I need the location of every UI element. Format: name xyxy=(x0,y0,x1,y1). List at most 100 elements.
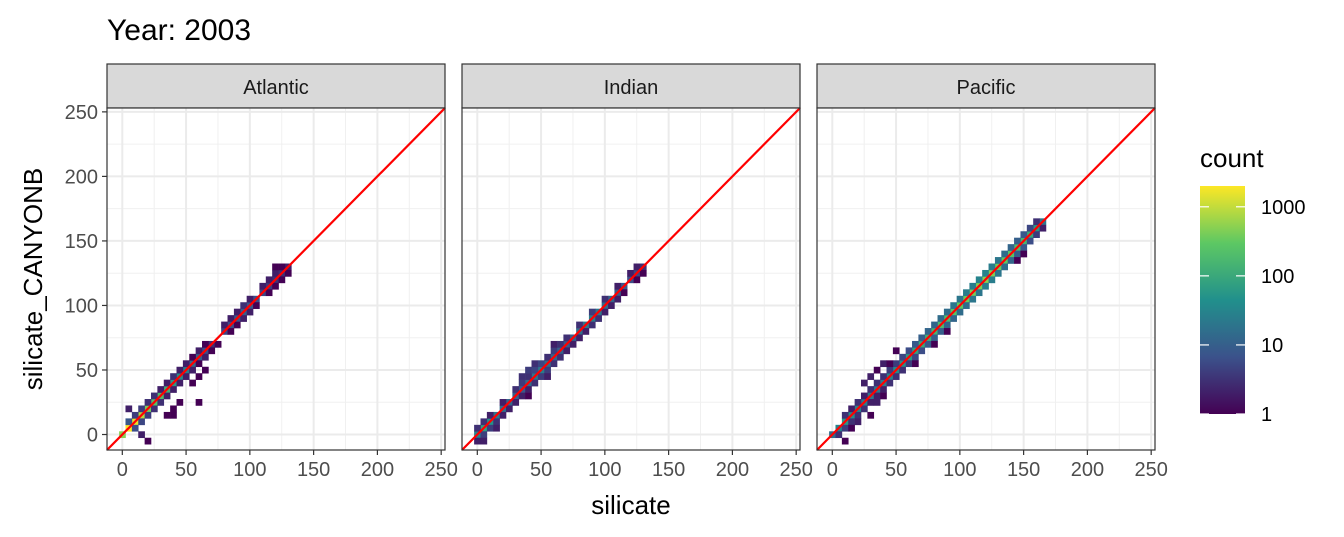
heatmap-cell xyxy=(1014,250,1021,258)
heatmap-cell xyxy=(544,373,551,380)
heatmap-cell xyxy=(841,424,849,432)
heatmap-cell xyxy=(125,405,133,413)
heatmap-cell xyxy=(1020,250,1028,258)
heatmap-cell xyxy=(892,347,900,355)
reference-line xyxy=(816,107,1156,451)
heatmap-cell xyxy=(867,399,875,406)
heatmap-cell xyxy=(1001,250,1008,258)
heatmap-cell xyxy=(601,295,609,303)
heatmap-cell xyxy=(963,289,970,297)
heatmap-cell xyxy=(950,302,957,309)
heatmap-cell xyxy=(163,411,171,419)
heatmap-cell xyxy=(880,392,887,400)
heatmap-cell xyxy=(848,424,855,432)
heatmap-cell xyxy=(943,328,951,335)
heatmap-cell xyxy=(1026,224,1034,232)
heatmap-cell xyxy=(982,269,989,277)
heatmap-cell xyxy=(988,263,996,271)
heatmap-cell xyxy=(512,386,520,393)
heatmap-cell xyxy=(924,340,932,348)
heatmap-cell xyxy=(994,257,1002,264)
heatmap-cell xyxy=(873,379,881,387)
heatmap-cell xyxy=(480,418,488,426)
heatmap-cell xyxy=(892,360,900,368)
heatmap-cell xyxy=(873,392,881,400)
reference-line xyxy=(461,107,801,451)
heatmap-cell xyxy=(576,321,583,329)
heatmap-cell xyxy=(512,399,520,406)
y-tick-label: 50 xyxy=(76,360,98,382)
facet-label: Indian xyxy=(604,77,659,99)
heatmap-cell xyxy=(982,282,989,290)
heatmap-cell xyxy=(182,373,190,380)
heatmap-cell xyxy=(278,263,286,271)
heatmap-cell xyxy=(867,386,875,393)
heatmap-cell xyxy=(151,405,158,413)
heatmap-cell xyxy=(956,295,964,303)
heatmap-cell xyxy=(537,373,545,380)
heatmap-cell xyxy=(131,411,139,419)
heatmap-cell xyxy=(950,315,957,322)
heatmap-cell xyxy=(272,269,279,277)
heatmap-cell xyxy=(905,347,913,355)
heatmap-cell xyxy=(202,353,209,361)
heatmap-cell xyxy=(943,321,951,329)
heatmap-cell xyxy=(233,321,241,329)
x-tick-label: 0 xyxy=(472,459,483,481)
heatmap-cell xyxy=(233,308,241,316)
facet-panel-atlantic: Atlantic xyxy=(106,63,446,451)
heatmap-cell xyxy=(202,340,209,348)
heatmap-cell xyxy=(170,386,177,393)
heatmap-cell xyxy=(531,360,539,368)
x-tick-label: 150 xyxy=(1007,459,1040,481)
heatmap-cell xyxy=(899,366,906,374)
heatmap-cell xyxy=(499,399,507,406)
heatmap-cell xyxy=(880,360,887,368)
heatmap-cell xyxy=(563,347,571,355)
heatmap-cell xyxy=(595,315,602,322)
heatmap-cell xyxy=(841,411,849,419)
heatmap-cell xyxy=(240,302,247,309)
heatmap-cell xyxy=(163,379,171,387)
heatmap-cell xyxy=(272,263,279,271)
heatmap-cell xyxy=(582,328,590,335)
heatmap-cell xyxy=(176,399,184,406)
plot-area xyxy=(106,107,446,451)
facet-label: Pacific xyxy=(957,77,1016,99)
facet-label: Atlantic xyxy=(243,77,309,99)
heatmap-cell xyxy=(1014,237,1021,245)
y-tick-label: 100 xyxy=(65,295,98,317)
heatmap-cell xyxy=(182,360,190,368)
chart-title: Year: 2003 xyxy=(107,14,251,47)
heatmap-cell xyxy=(620,289,628,297)
x-tick-label: 100 xyxy=(943,459,976,481)
x-tick-label: 50 xyxy=(175,459,197,481)
heatmap-cell xyxy=(886,360,894,368)
heatmap-cell xyxy=(195,360,203,368)
x-tick-label: 250 xyxy=(779,459,812,481)
heatmap-cell xyxy=(157,386,165,393)
heatmap-cell xyxy=(588,308,596,316)
x-tick-label: 250 xyxy=(424,459,457,481)
strip-background xyxy=(106,63,446,109)
heatmap-cell xyxy=(202,366,209,374)
heatmap-cell xyxy=(1020,244,1028,251)
heatmap-cell xyxy=(227,315,235,322)
y-axis: 0 50 100 150 200 250 xyxy=(65,102,107,447)
heatmap-cell xyxy=(1007,257,1015,264)
heatmap-cell xyxy=(892,373,900,380)
heatmap-cell xyxy=(867,373,875,380)
heatmap-cell xyxy=(937,315,945,322)
x-tick-label: 150 xyxy=(297,459,330,481)
x-tick-label: 50 xyxy=(885,459,907,481)
x-tick-label: 200 xyxy=(1071,459,1104,481)
strip-background xyxy=(461,63,801,109)
heatmap-cell xyxy=(1001,263,1008,271)
heatmap-cell xyxy=(125,418,133,426)
heatmap-cell xyxy=(474,424,481,432)
heatmap-cell xyxy=(576,334,583,342)
heatmap-cell xyxy=(170,373,177,380)
heatmap-cell xyxy=(480,437,488,445)
heatmap-cell xyxy=(905,360,913,368)
heatmap-cell xyxy=(969,295,977,303)
